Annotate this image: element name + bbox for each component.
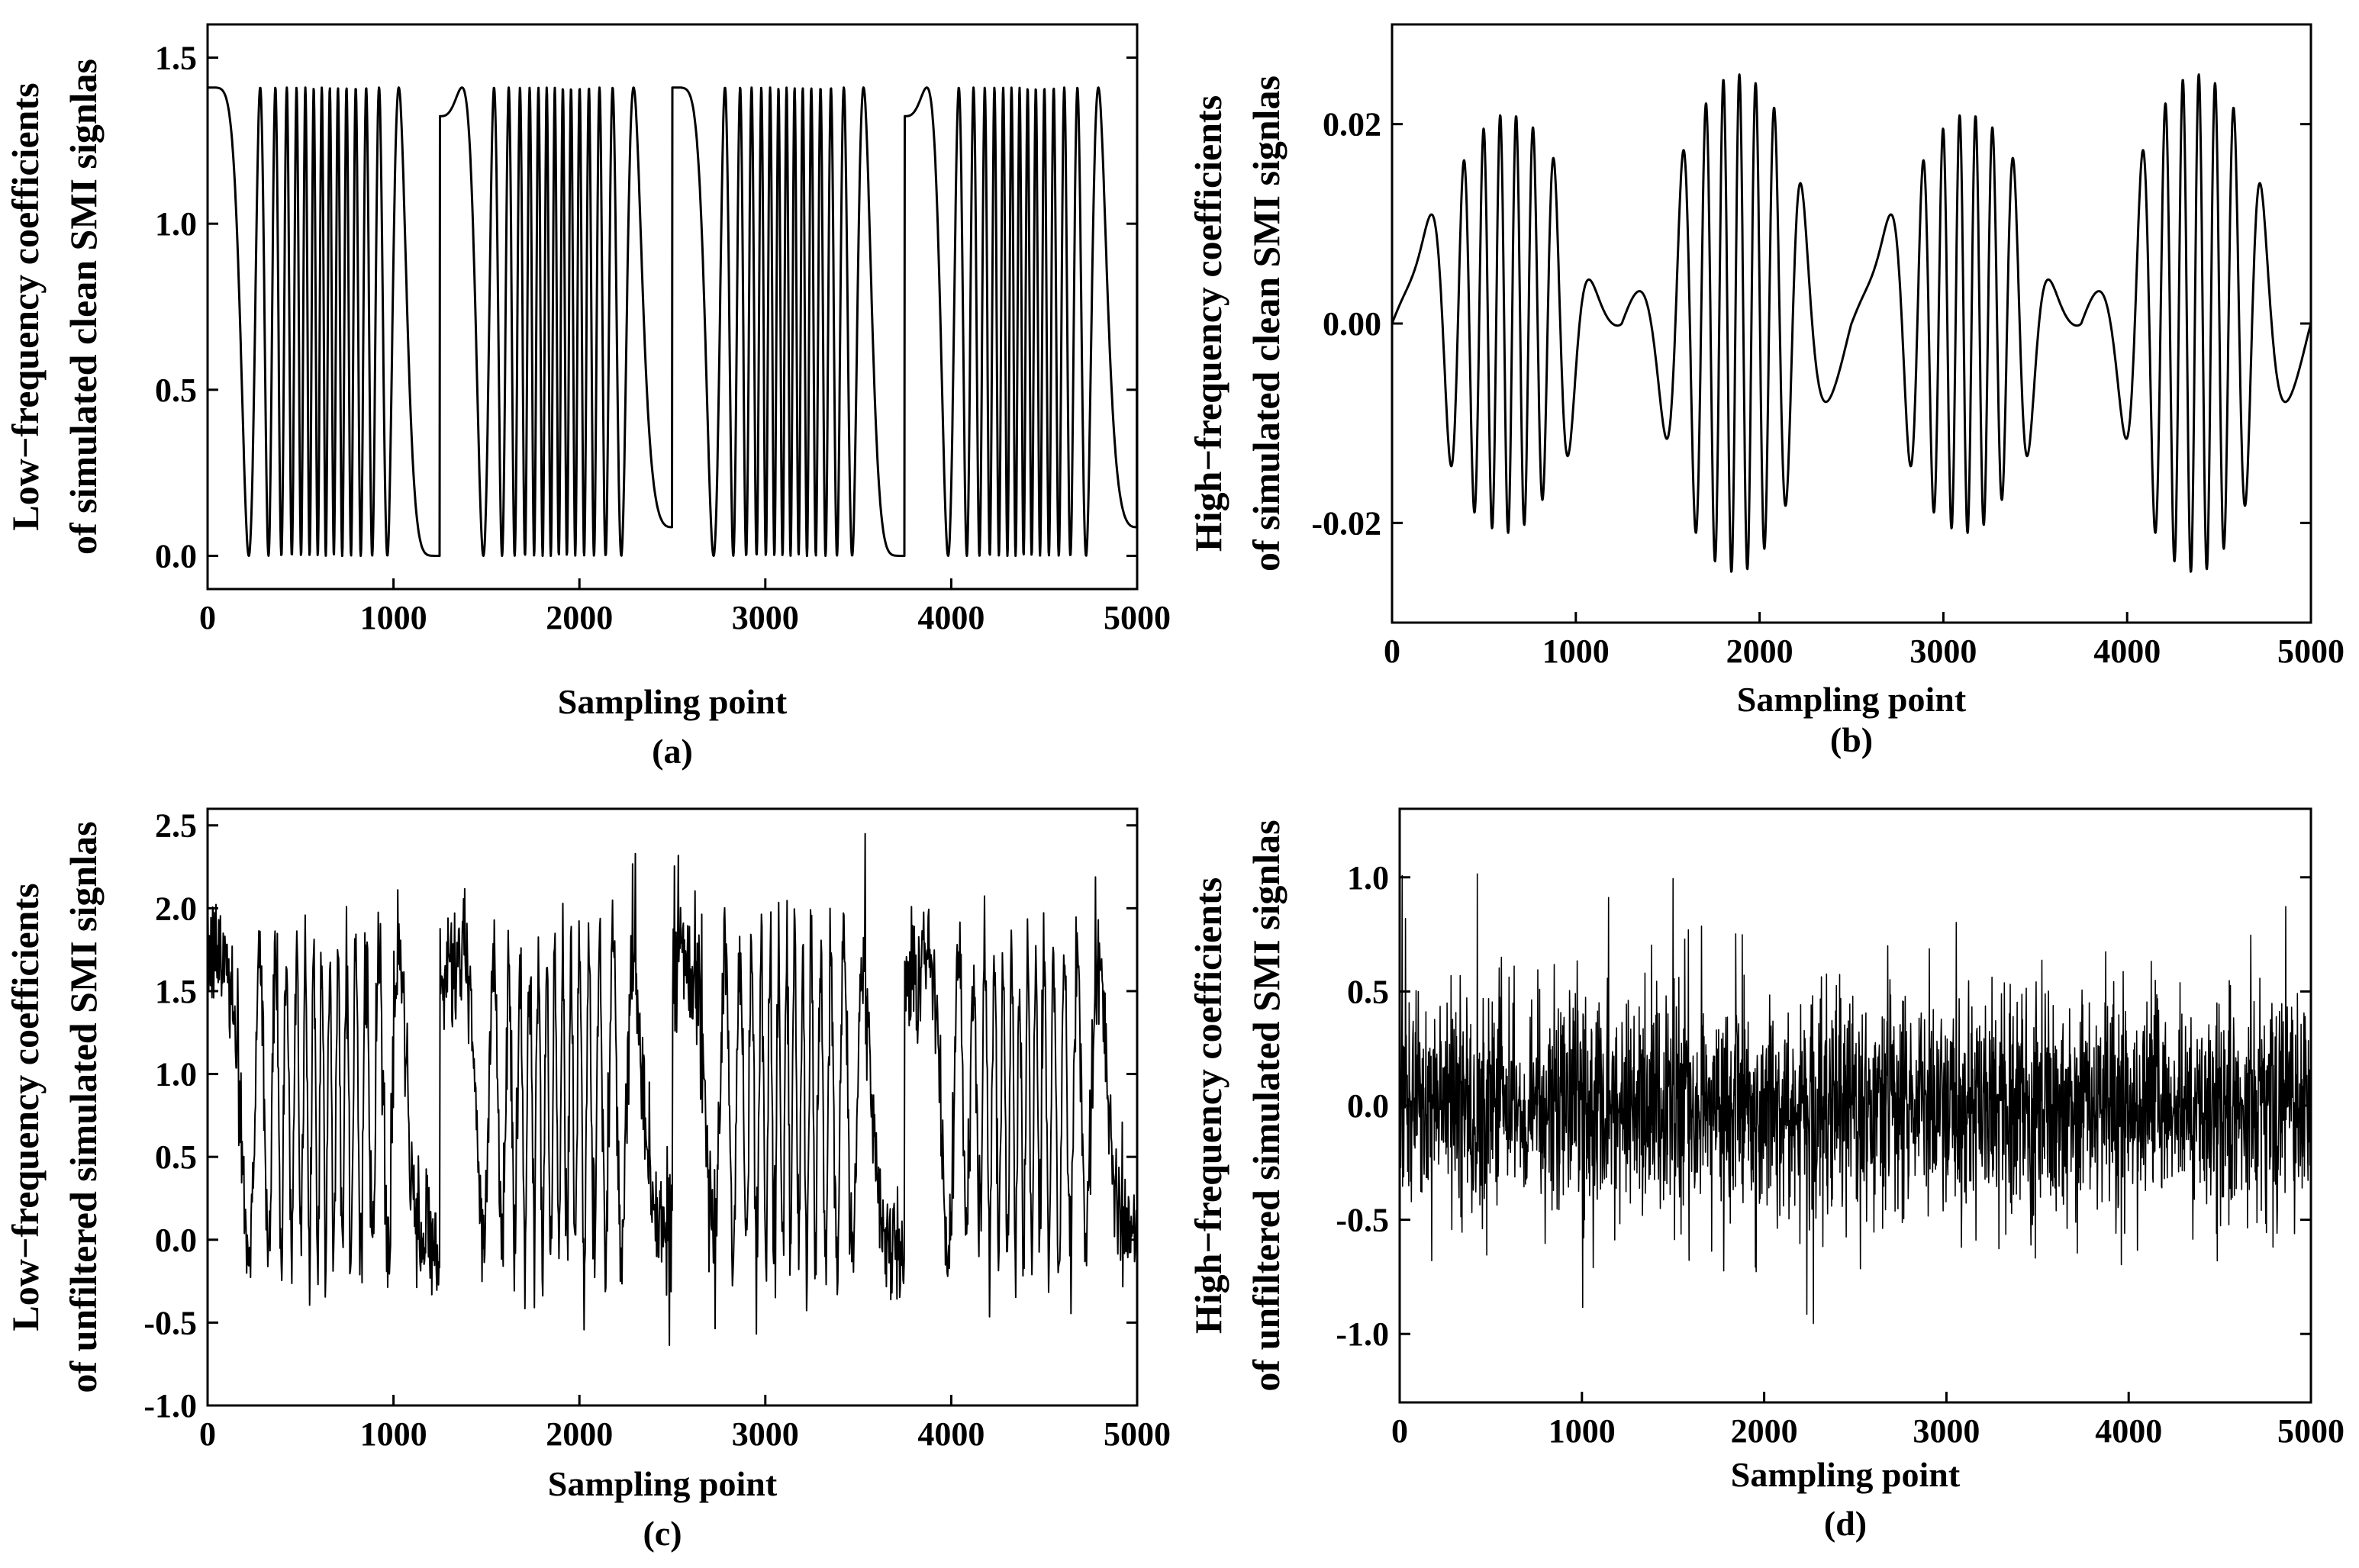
y-tick-label-d: 0.0 <box>1347 1087 1389 1125</box>
y-tick-label-d: 1.0 <box>1347 859 1389 897</box>
y-axis-label-a-line1: Low−frequency coefficients <box>4 82 47 530</box>
panel-tag-d: (d) <box>1824 1504 1867 1543</box>
y-tick-label-c: 2.0 <box>155 890 197 927</box>
ticks-a: 0 1000 2000 3000 4000 5000 0.0 0.5 1.0 1.5 <box>155 40 1171 636</box>
x-axis-label-b: Sampling point <box>1737 680 1967 719</box>
y-tick-label-d: -0.5 <box>1336 1202 1389 1239</box>
y-tick-label-d: -1.0 <box>1336 1315 1389 1353</box>
y-tick-label-c: 1.0 <box>155 1056 197 1093</box>
y-tick-label-a: 1.0 <box>155 205 197 243</box>
x-tick-label-a: 4000 <box>917 599 985 636</box>
series-line-d <box>1399 873 2312 1325</box>
x-axis-label-d: Sampling point <box>1731 1455 1961 1494</box>
y-tick-label-c: 0.0 <box>155 1222 197 1259</box>
x-tick-label-d: 0 <box>1391 1412 1408 1450</box>
y-axis-label-c-line1: Low−frequency coefficients <box>4 883 47 1331</box>
x-tick-label-d: 5000 <box>2277 1412 2344 1450</box>
y-tick-label-a: 1.5 <box>155 40 197 77</box>
x-tick-label-a: 0 <box>199 599 216 636</box>
x-tick-label-b: 3000 <box>1909 633 1977 670</box>
y-axis-label-b-line2: of simulated clean SMI signlas <box>1245 76 1287 571</box>
x-tick-label-b: 0 <box>1384 633 1400 670</box>
panel-tag-a: (a) <box>652 732 693 771</box>
x-tick-label-c: 0 <box>199 1415 216 1453</box>
x-tick-label-a: 3000 <box>732 599 799 636</box>
ticks-c: 0 1000 2000 3000 4000 5000 -1.0 -0.5 0.0 0.5 1.0 1.… <box>143 807 1171 1453</box>
panel-d: 0 1000 2000 3000 4000 5000 -1.0 -0.5 0.0 0.5 1.0 S… <box>1187 807 2344 1543</box>
y-tick-label-b: 0.00 <box>1323 305 1381 343</box>
x-tick-label-c: 2000 <box>546 1415 613 1453</box>
panel-c: 0 1000 2000 3000 4000 5000 -1.0 -0.5 0.0 0.5 1.0 1.… <box>4 807 1171 1553</box>
plot-frame-c <box>206 807 1139 1407</box>
panel-b: 0 1000 2000 3000 4000 5000 -0.02 0.00 0.02 Sampl… <box>1187 23 2344 759</box>
x-tick-label-b: 5000 <box>2277 633 2344 670</box>
y-tick-label-d: 0.5 <box>1347 973 1389 1010</box>
panel-tag-c: (c) <box>643 1514 682 1553</box>
y-axis-label-a-line2: of simulated clean SMI signlas <box>62 59 105 555</box>
y-axis-label-b-line1: High−frequency coefficients <box>1187 95 1229 552</box>
x-axis-label-c: Sampling point <box>548 1464 778 1503</box>
x-tick-label-d: 3000 <box>1913 1412 1980 1450</box>
y-tick-label-b: -0.02 <box>1311 504 1381 542</box>
y-tick-label-c: 2.5 <box>155 807 197 845</box>
x-axis-label-a: Sampling point <box>558 682 788 721</box>
y-axis-label-d-line1: High−frequency coefficients <box>1187 877 1229 1334</box>
x-tick-label-b: 4000 <box>2093 633 2161 670</box>
x-tick-label-c: 3000 <box>732 1415 799 1453</box>
x-tick-label-b: 2000 <box>1726 633 1793 670</box>
x-tick-label-a: 5000 <box>1104 599 1171 636</box>
series-line-a <box>207 86 1139 557</box>
panel-a: 0 1000 2000 3000 4000 5000 0.0 0.5 1.0 1.5 Sampli… <box>4 23 1171 771</box>
y-tick-label-a: 0.0 <box>155 537 197 575</box>
y-tick-label-c: -0.5 <box>143 1304 197 1341</box>
x-tick-label-a: 1000 <box>360 599 427 636</box>
x-tick-label-c: 5000 <box>1104 1415 1171 1453</box>
x-tick-label-c: 1000 <box>360 1415 427 1453</box>
y-axis-label-d-line2: of unfiltered simulated SMI signlas <box>1245 819 1287 1391</box>
y-tick-label-c: 1.5 <box>155 973 197 1010</box>
y-tick-label-c: 0.5 <box>155 1138 197 1176</box>
y-tick-label-c: -1.0 <box>143 1387 197 1425</box>
ticks-b: 0 1000 2000 3000 4000 5000 -0.02 0.00 0.02 <box>1311 106 2344 670</box>
x-tick-label-b: 1000 <box>1542 633 1610 670</box>
x-tick-label-d: 1000 <box>1548 1412 1616 1450</box>
y-tick-label-b: 0.02 <box>1323 106 1381 143</box>
x-tick-label-d: 4000 <box>2095 1412 2162 1450</box>
panel-tag-b: (b) <box>1830 720 1873 759</box>
series-line-b <box>1391 73 2312 573</box>
y-axis-label-c-line2: of unfiltered simulated SMI signlas <box>62 821 105 1393</box>
x-tick-label-d: 2000 <box>1731 1412 1798 1450</box>
x-tick-label-c: 4000 <box>917 1415 985 1453</box>
ticks-d: 0 1000 2000 3000 4000 5000 -1.0 -0.5 0.0 0.5 1.0 <box>1336 859 2344 1450</box>
x-tick-label-a: 2000 <box>546 599 613 636</box>
series-line-c <box>207 832 1138 1346</box>
y-tick-label-a: 0.5 <box>155 372 197 409</box>
plot-frame-a <box>206 23 1139 591</box>
